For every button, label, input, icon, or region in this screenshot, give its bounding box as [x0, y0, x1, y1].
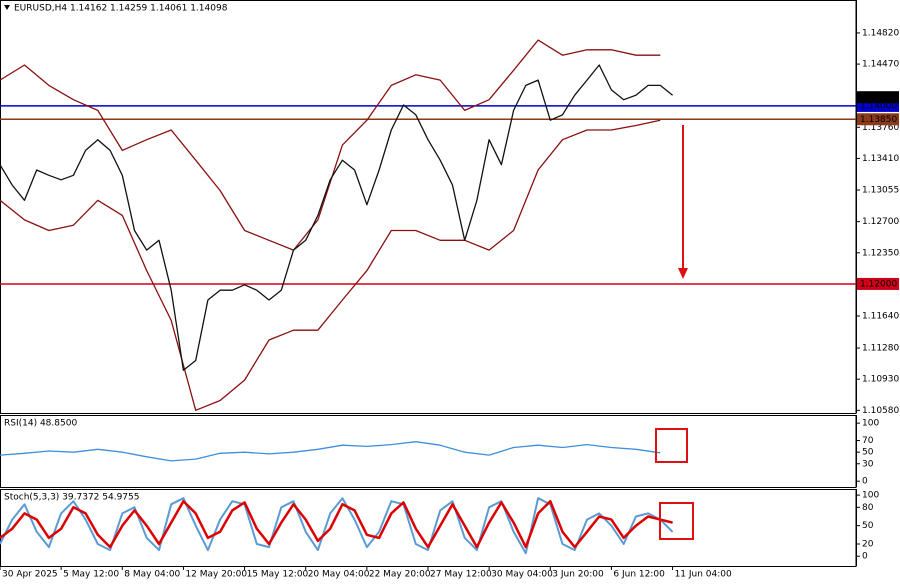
y-tick-label: 1.13055 — [862, 186, 899, 196]
arrow-head — [678, 268, 688, 279]
y-tick-label: 1.13760 — [862, 123, 899, 133]
series-line — [0, 64, 674, 371]
y-tick-label: 1.14820 — [862, 28, 899, 38]
y-tick-label: 1.14470 — [862, 60, 899, 70]
x-tick-label: 22 May 20:00 — [369, 570, 431, 580]
highlight-box — [655, 428, 688, 463]
y-tick-label: 1.13410 — [862, 154, 899, 164]
x-tick-label: 3 Jun 20:00 — [552, 570, 604, 580]
series-line — [0, 499, 673, 549]
y-tick-label: 1.12700 — [862, 217, 899, 227]
price-box — [857, 91, 899, 104]
y-tick-label: 1.11640 — [862, 311, 899, 321]
y-tick-label: 1.10580 — [862, 406, 899, 416]
x-tick-label: 5 May 12:00 — [63, 570, 119, 580]
y-tick-label: 80 — [862, 503, 874, 513]
series-line — [0, 119, 661, 411]
x-tick-label: 30 Apr 2025 — [2, 570, 58, 580]
highlight-box — [659, 502, 694, 540]
y-tick-label: 1.12350 — [862, 248, 899, 258]
x-tick-label: 8 May 04:00 — [124, 570, 180, 580]
x-tick-label: 27 May 12:00 — [430, 570, 492, 580]
x-tick-label: 11 Jun 04:00 — [675, 570, 732, 580]
y-tick-label: 0 — [862, 552, 868, 562]
y-tick-label: 50 — [862, 448, 874, 458]
annotations — [655, 125, 694, 540]
series-line — [0, 39, 661, 251]
y-tick-label: 30 — [862, 459, 874, 469]
level-label: 1.13850 — [860, 115, 897, 125]
y-tick-label: 50 — [862, 521, 874, 531]
y-tick-label: 20 — [862, 540, 874, 550]
x-tick-label: 6 Jun 12:00 — [613, 570, 665, 580]
level-label: 1.14000 — [860, 101, 897, 111]
series-line — [0, 441, 661, 462]
panel-title: EURUSD,H4 1.14162 1.14259 1.14061 1.1409… — [14, 4, 228, 14]
x-tick-label: 30 May 04:00 — [491, 570, 553, 580]
x-tick-label: 15 May 12:00 — [247, 570, 309, 580]
level-label: 1.12000 — [860, 279, 897, 289]
level-box — [857, 277, 899, 290]
y-tick-label: 70 — [862, 436, 874, 446]
panel-title: RSI(14) 48.8500 — [4, 419, 77, 429]
y-tick-label: 100 — [862, 419, 879, 429]
title-marker — [4, 5, 10, 10]
panel-title: Stoch(5,3,3) 39.7372 54.9755 — [4, 493, 139, 503]
x-tick-label: 12 May 20:00 — [185, 570, 247, 580]
y-tick-label: 100 — [862, 491, 879, 501]
y-tick-label: 0 — [862, 477, 868, 487]
level-box — [857, 113, 899, 126]
price-label: 1.14098 — [860, 93, 897, 103]
x-tick-label: 20 May 04:00 — [308, 570, 370, 580]
y-tick-label: 1.11280 — [862, 344, 899, 354]
y-tick-label: 1.10930 — [862, 375, 899, 385]
